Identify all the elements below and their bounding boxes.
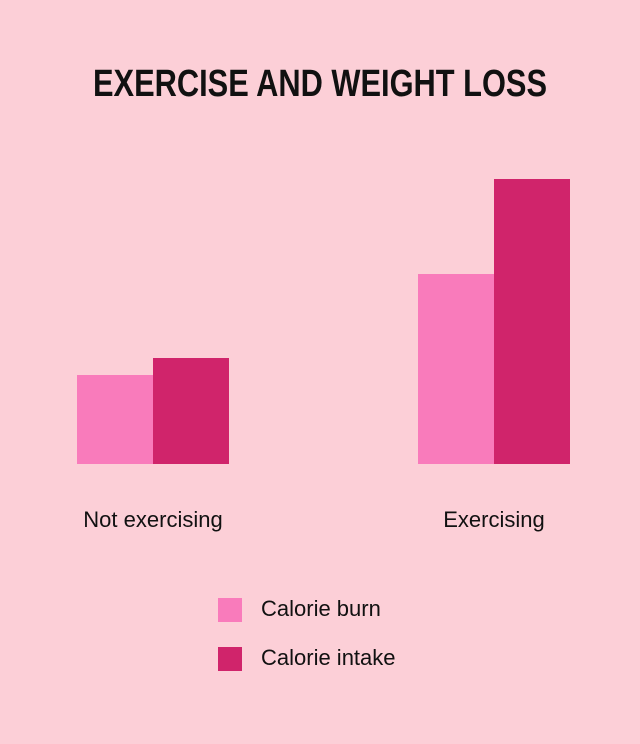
bar — [418, 274, 494, 464]
bar — [494, 179, 570, 464]
bar — [77, 375, 153, 464]
legend-swatch — [218, 647, 242, 671]
legend-label: Calorie burn — [261, 596, 381, 621]
legend-label: Calorie intake — [261, 645, 396, 670]
x-tick-label: Exercising — [443, 507, 544, 532]
chart-title: EXERCISE AND WEIGHT LOSS — [93, 63, 547, 105]
x-tick-label: Not exercising — [83, 507, 222, 532]
legend-swatch — [218, 598, 242, 622]
bar — [153, 358, 229, 464]
